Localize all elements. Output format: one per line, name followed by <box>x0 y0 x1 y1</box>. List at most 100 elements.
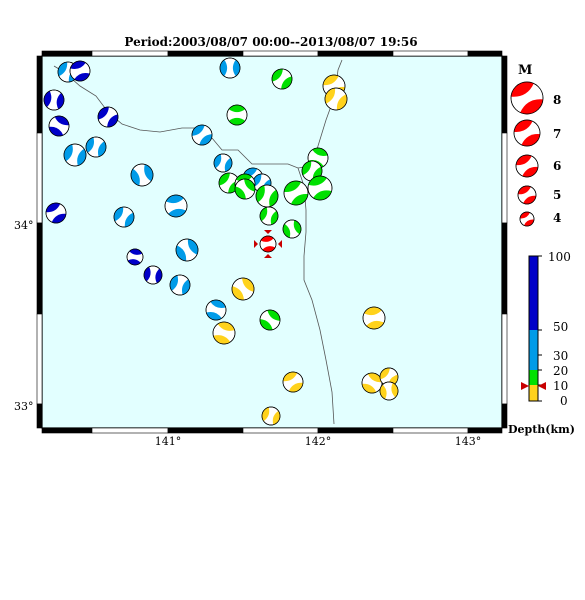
frame-segment-top <box>41 50 93 57</box>
frame-segment-bottom <box>91 427 169 434</box>
event-marker <box>282 371 304 393</box>
frame-segment-top <box>91 50 169 57</box>
frame-segment-left <box>36 55 43 134</box>
magnitude-legend-title: M <box>518 63 532 78</box>
event-marker <box>85 136 107 158</box>
depth-tick-20: 20 <box>553 364 568 378</box>
event-marker <box>212 321 236 345</box>
event-marker <box>45 202 67 224</box>
lon-tick-143: 143° <box>455 435 482 448</box>
magnitude-legend-symbols <box>510 81 544 227</box>
depth-colorbar-ticks <box>538 255 542 402</box>
frame-segment-left <box>36 313 43 405</box>
frame-segment-bottom <box>167 427 244 434</box>
event-marker <box>143 265 163 285</box>
depth-band-50-100 <box>529 256 538 330</box>
period-title: Period:2003/08/07 00:00--2013/08/07 19:5… <box>124 35 417 49</box>
latest-arrow-bottom <box>264 254 272 258</box>
depth-band-20-50 <box>529 330 538 370</box>
event-marker <box>219 57 241 79</box>
magnitude-symbol-6 <box>515 154 539 178</box>
frame-segment-top <box>317 50 394 57</box>
latest-arrow-right <box>278 240 282 248</box>
depth-band-0-10 <box>529 385 538 401</box>
latest-arrow-left <box>254 240 258 248</box>
magnitude-legend: M 8 7 6 5 4 <box>510 63 561 227</box>
depth-tick-10: 10 <box>553 379 568 393</box>
event-marker <box>259 206 279 226</box>
event-marker <box>362 306 386 330</box>
magnitude-symbol-4 <box>519 211 535 227</box>
frame-segment-bottom <box>392 427 469 434</box>
event-marker <box>234 178 256 200</box>
frame-segment-right <box>501 222 508 315</box>
event-marker <box>130 163 154 187</box>
frame-segment-top <box>467 50 503 57</box>
event-marker <box>63 143 87 167</box>
latest-event-marker <box>254 230 282 258</box>
depth-band-10-20 <box>529 370 538 385</box>
magnitude-label-5: 5 <box>553 188 561 202</box>
magnitude-symbol-8 <box>510 81 544 115</box>
depth-axis-title: Depth(km) <box>508 423 575 436</box>
event-marker <box>259 309 281 331</box>
event-marker <box>307 175 333 201</box>
event-marker <box>191 124 213 146</box>
event-marker <box>271 68 293 90</box>
depth-tick-50: 50 <box>553 320 568 334</box>
lat-tick-34: 34° <box>14 219 34 232</box>
event-marker <box>205 299 227 321</box>
event-marker <box>126 248 144 266</box>
depth-tick-100: 100 <box>548 250 571 264</box>
lat-tick-33: 33° <box>14 400 34 413</box>
lon-tick-141: 141° <box>155 435 182 448</box>
map-panel: 141° 142° 143° 34° 33° <box>14 50 508 448</box>
depth-colorbar-frame <box>528 255 539 402</box>
event-marker <box>113 206 135 228</box>
event-marker <box>213 153 233 173</box>
magnitude-label-6: 6 <box>553 159 561 173</box>
frame-segment-top <box>242 50 319 57</box>
event-marker <box>282 219 302 239</box>
magnitude-symbol-7 <box>513 119 541 147</box>
frame-segment-bottom <box>41 427 93 434</box>
event-marker <box>283 180 309 206</box>
depth-colorbar: 100 50 30 20 10 0 Depth(km) <box>508 250 575 436</box>
frame-segment-right <box>501 55 508 134</box>
event-marker <box>43 89 65 111</box>
latest-depth-marker-right <box>538 382 546 390</box>
magnitude-label-7: 7 <box>553 127 561 141</box>
frame-segment-bottom <box>467 427 503 434</box>
event-marker <box>261 406 281 426</box>
lon-tick-142: 142° <box>305 435 332 448</box>
event-marker <box>69 60 91 82</box>
frame-segment-bottom <box>317 427 394 434</box>
event-marker <box>231 277 255 301</box>
event-marker <box>164 194 188 218</box>
depth-tick-0: 0 <box>560 394 568 408</box>
frame-segment-top <box>392 50 469 57</box>
event-marker <box>48 115 70 137</box>
focal-mechanism-events <box>43 57 399 426</box>
magnitude-symbol-5 <box>517 185 537 205</box>
latest-depth-marker-left <box>521 382 529 390</box>
event-marker <box>169 274 191 296</box>
frame-segment-left <box>36 403 43 429</box>
frame-segment-right <box>501 403 508 429</box>
event-marker <box>226 104 248 126</box>
latest-arrow-top <box>264 230 272 234</box>
event-marker <box>175 238 199 262</box>
map-border-ticks <box>36 50 508 434</box>
magnitude-label-4: 4 <box>553 211 561 225</box>
event-marker <box>379 381 399 401</box>
frame-segment-left <box>36 222 43 315</box>
frame-segment-right <box>501 132 508 224</box>
event-marker <box>97 106 119 128</box>
magnitude-label-8: 8 <box>553 93 561 107</box>
frame-segment-top <box>167 50 244 57</box>
event-marker <box>324 87 348 111</box>
frame-segment-left <box>36 132 43 224</box>
depth-tick-30: 30 <box>553 349 568 363</box>
frame-segment-bottom <box>242 427 319 434</box>
